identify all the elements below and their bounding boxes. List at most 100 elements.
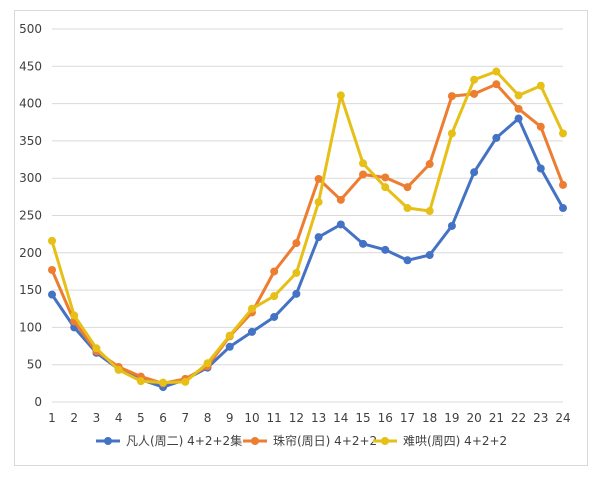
data-point	[492, 67, 501, 76]
y-tick-label: 350	[19, 134, 42, 148]
data-point	[336, 91, 345, 100]
data-point	[314, 233, 323, 242]
data-point	[403, 183, 412, 192]
x-tick-label: 3	[93, 411, 101, 425]
data-point	[447, 129, 456, 138]
y-tick-label: 500	[19, 22, 42, 36]
x-tick-label: 4	[115, 411, 123, 425]
data-point	[447, 221, 456, 230]
data-point	[270, 292, 279, 301]
x-tick-label: 16	[378, 411, 393, 425]
data-point	[136, 377, 145, 386]
data-point	[536, 164, 545, 173]
x-tick-label: 14	[333, 411, 348, 425]
data-point	[247, 327, 256, 336]
data-point	[336, 220, 345, 229]
data-point	[203, 359, 212, 368]
data-point	[48, 290, 56, 299]
x-axis-ticks: 1 2 3 4 5 6 7 8 9 10 11 12 13 14 15 16 17 18 19 20 21 22 23 24	[48, 411, 570, 425]
legend-label: 凡人(周二) 4+2+2集	[126, 433, 242, 448]
x-tick-label: 19	[444, 411, 459, 425]
series-2	[48, 80, 567, 388]
data-point	[536, 122, 545, 131]
legend-item-1: 凡人(周二) 4+2+2集	[96, 433, 242, 448]
data-point	[92, 344, 101, 353]
x-tick-label: 1	[48, 411, 56, 425]
data-point	[470, 168, 479, 177]
data-point	[470, 89, 479, 98]
x-tick-label: 22	[511, 411, 526, 425]
x-tick-label: 24	[555, 411, 570, 425]
data-point	[314, 174, 323, 183]
series-line	[50, 70, 565, 385]
data-point	[559, 129, 567, 138]
data-point	[359, 239, 368, 248]
x-tick-label: 9	[226, 411, 234, 425]
data-point	[381, 245, 390, 254]
gridlines	[52, 28, 563, 403]
data-point	[381, 183, 390, 192]
x-tick-label: 8	[204, 411, 212, 425]
x-tick-label: 2	[70, 411, 78, 425]
data-point	[403, 256, 412, 265]
series-line	[50, 82, 565, 385]
data-point	[225, 331, 234, 340]
x-tick-label: 21	[489, 411, 504, 425]
x-tick-label: 6	[159, 411, 167, 425]
series-3	[48, 67, 567, 387]
x-tick-label: 20	[466, 411, 481, 425]
x-tick-label: 18	[422, 411, 437, 425]
y-axis-ticks: 0 50 100 150 200 250 300 350 400 450 500	[19, 22, 42, 409]
data-point	[270, 312, 279, 321]
data-point	[425, 207, 434, 216]
data-point	[159, 378, 168, 387]
y-tick-label: 50	[27, 358, 42, 372]
data-point	[514, 114, 523, 123]
data-point	[359, 170, 368, 179]
data-point	[381, 173, 390, 182]
data-point	[48, 265, 56, 274]
data-point	[114, 365, 123, 374]
data-point	[559, 204, 567, 213]
x-tick-label: 12	[289, 411, 304, 425]
y-tick-label: 250	[19, 209, 42, 223]
series-lines	[48, 67, 567, 392]
legend-label: 珠帘(周日) 4+2+2	[273, 433, 377, 448]
data-point	[470, 75, 479, 84]
data-point	[292, 268, 301, 277]
legend-item-2: 珠帘(周日) 4+2+2	[243, 433, 377, 448]
data-point	[514, 104, 523, 113]
data-point	[403, 204, 412, 213]
legend-label: 难哄(周四) 4+2+2	[403, 434, 507, 448]
y-tick-label: 150	[19, 283, 42, 297]
x-tick-label: 10	[244, 411, 259, 425]
x-tick-label: 5	[137, 411, 145, 425]
data-point	[559, 180, 567, 189]
data-point	[70, 311, 79, 320]
y-tick-label: 0	[34, 395, 42, 409]
x-tick-label: 13	[311, 411, 326, 425]
data-point	[425, 251, 434, 260]
data-point	[425, 160, 434, 169]
x-tick-label: 11	[267, 411, 282, 425]
data-point	[48, 236, 56, 245]
legend-swatch-marker	[381, 437, 389, 445]
x-tick-label: 23	[533, 411, 548, 425]
data-point	[247, 304, 256, 313]
data-point	[270, 267, 279, 276]
data-point	[492, 80, 501, 89]
x-tick-label: 7	[181, 411, 189, 425]
data-point	[514, 91, 523, 100]
data-point	[447, 92, 456, 101]
data-point	[292, 289, 301, 298]
data-point	[314, 198, 323, 207]
legend-item-3: 难哄(周四) 4+2+2	[373, 434, 507, 448]
data-point	[292, 239, 301, 248]
data-point	[336, 195, 345, 204]
y-tick-label: 400	[19, 97, 42, 111]
legend-swatch-marker	[104, 437, 112, 445]
data-point	[359, 159, 368, 168]
data-point	[181, 377, 190, 386]
data-point	[536, 81, 545, 90]
